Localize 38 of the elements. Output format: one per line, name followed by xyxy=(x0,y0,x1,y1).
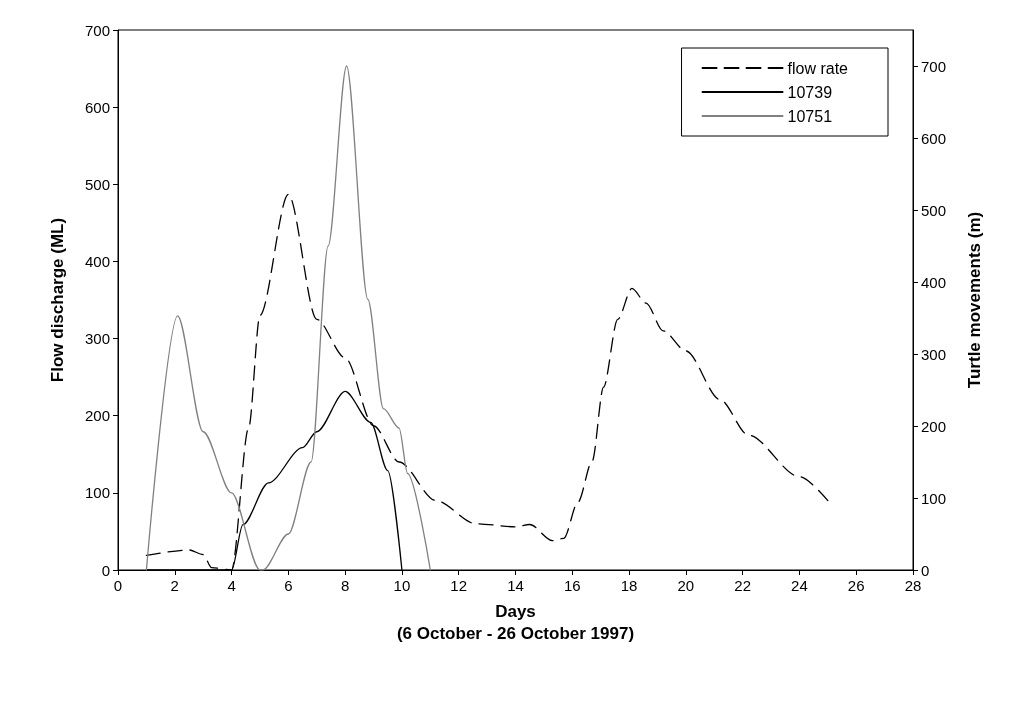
legend-label: flow rate xyxy=(787,59,849,77)
y2-axis-title: Turtle movements (m) xyxy=(964,211,984,389)
y-tick-label: 100 xyxy=(84,484,110,502)
x-tick-label: 4 xyxy=(227,577,236,594)
x-tick-label: 2 xyxy=(170,577,179,594)
x-tick-label: 8 xyxy=(340,577,350,594)
y2-tick-label: 700 xyxy=(921,57,947,75)
x-tick-label: 18 xyxy=(620,577,638,594)
y-tick-label: 700 xyxy=(84,21,110,39)
y-tick-label: 600 xyxy=(84,98,110,116)
line-series xyxy=(145,193,829,571)
x-tick-label: 20 xyxy=(677,577,695,594)
x-tick-label: 10 xyxy=(393,577,411,594)
x-tick-label: 24 xyxy=(791,577,808,594)
y2-tick-label: 600 xyxy=(921,129,947,147)
x-tick-label: 16 xyxy=(563,577,581,594)
x-tick-label: 26 xyxy=(847,577,865,594)
y2-tick-label: 100 xyxy=(921,489,947,507)
x-tick-label: 22 xyxy=(734,577,751,594)
x-tick-label: 14 xyxy=(507,577,524,594)
x-axis-title: Days (6 October - 26 October 1997) xyxy=(396,601,635,643)
y2-tick-label: 400 xyxy=(921,273,947,291)
y-tick-label: 0 xyxy=(101,561,110,579)
y2-tick-label: 500 xyxy=(921,201,947,219)
y2-tick-label: 0 xyxy=(921,561,930,579)
y-tick-label: 300 xyxy=(84,330,110,348)
y2-tick-label: 200 xyxy=(921,417,947,435)
x-tick-label: 12 xyxy=(450,577,468,594)
y-axis-title: Flow discharge (ML) xyxy=(47,217,67,383)
x-tick-label: 28 xyxy=(904,577,922,594)
y-tick-label: 400 xyxy=(84,252,110,270)
legend-label: 10739 xyxy=(787,83,833,101)
y-tick-label: 500 xyxy=(84,175,110,193)
legend-label: 10751 xyxy=(787,107,833,125)
x-tick-label: 0 xyxy=(113,577,123,594)
y2-tick-label: 300 xyxy=(921,345,947,363)
x-tick-label: 6 xyxy=(284,577,293,594)
y-tick-label: 200 xyxy=(84,407,110,425)
